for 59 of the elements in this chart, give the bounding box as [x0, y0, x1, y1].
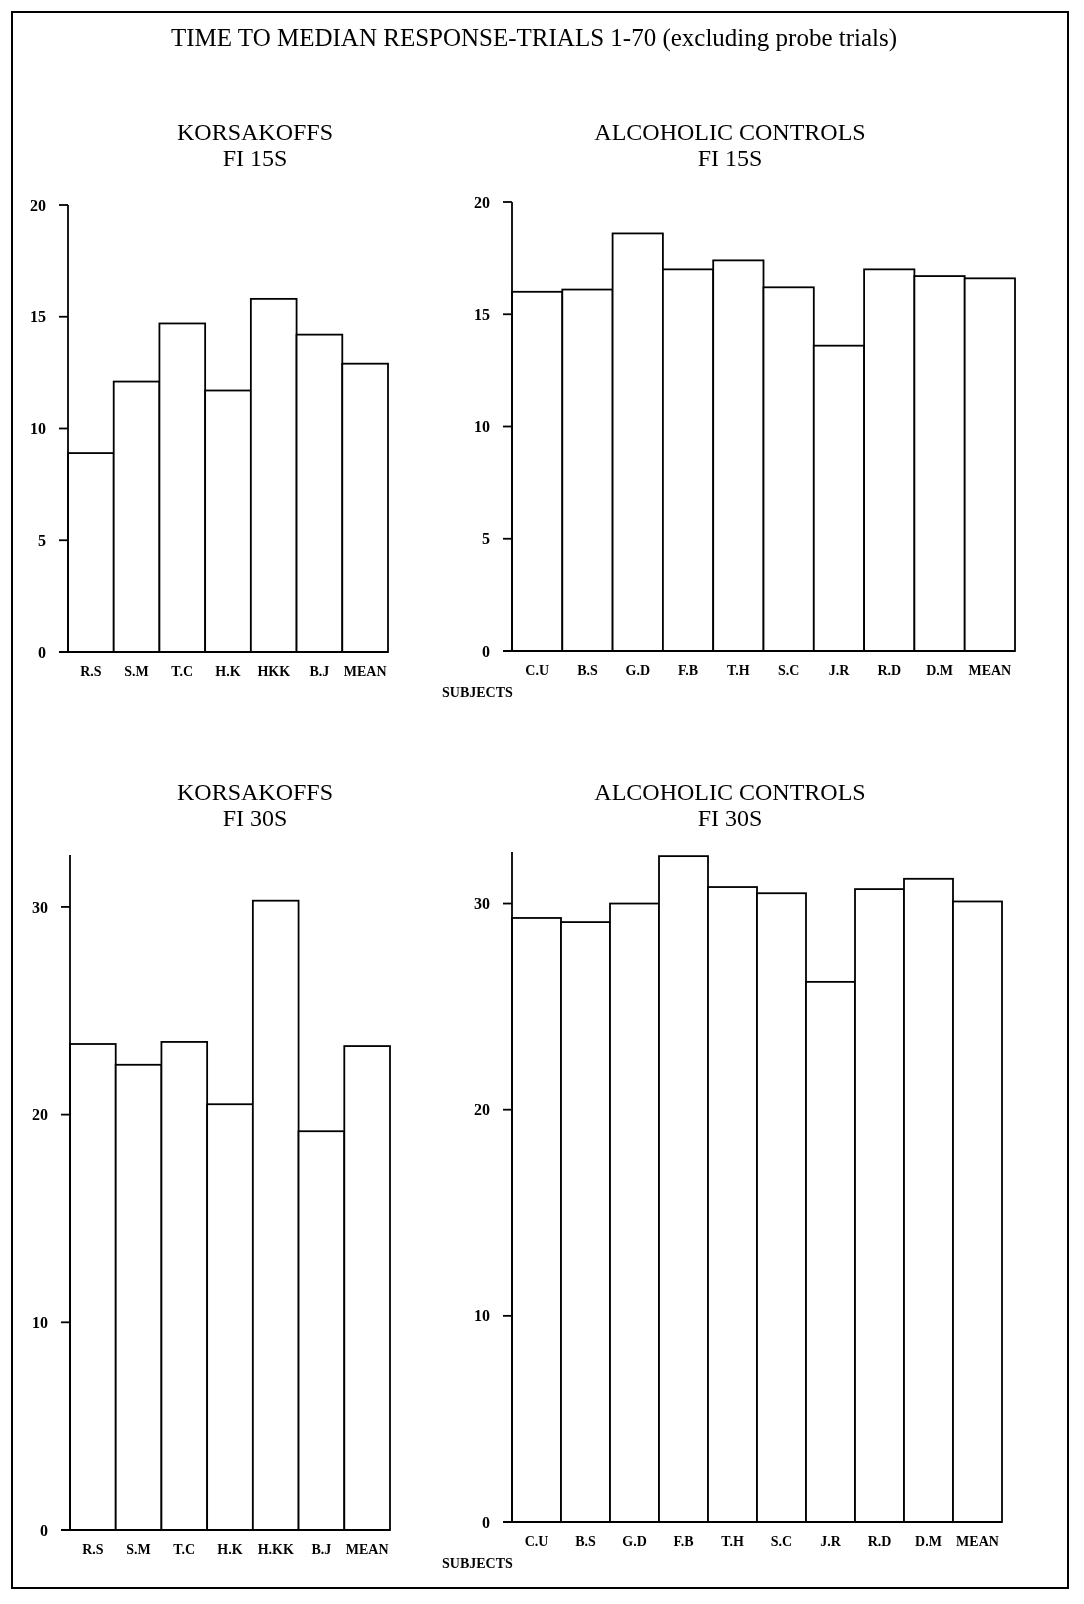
y-tick-label: 20 — [30, 196, 46, 214]
x-tick-label: MEAN — [956, 1534, 999, 1549]
x-tick-label: MEAN — [968, 663, 1012, 678]
x-tick-label: H.K — [215, 664, 241, 679]
y-tick-label: 0 — [38, 643, 46, 661]
y-tick-label: 0 — [482, 1513, 490, 1531]
x-tick-label: C.U — [525, 663, 550, 678]
x-tick-label: F.B — [678, 663, 699, 678]
x-tick-label: B.S — [575, 1534, 597, 1549]
y-tick-label: 10 — [32, 1313, 48, 1331]
x-tick-label: C.U — [524, 1534, 549, 1549]
x-tick-label: S.C — [777, 663, 800, 678]
x-tick-label: H.K — [217, 1542, 243, 1557]
y-tick-label: 20 — [32, 1106, 48, 1124]
x-tick-label: R.D — [867, 1534, 892, 1549]
x-tick-label: R.S — [82, 1542, 104, 1557]
y-tick-label: 5 — [482, 530, 490, 548]
x-tick-label: B.S — [577, 663, 598, 678]
y-tick-label: 30 — [32, 898, 48, 916]
y-tick-label: 10 — [474, 418, 490, 436]
chart-title: KORSAKOFFS FI 30S — [176, 779, 334, 831]
y-tick-label: 30 — [474, 895, 490, 913]
x-tick-label: F.B — [673, 1534, 694, 1549]
x-tick-label: MEAN — [345, 1542, 389, 1557]
y-tick-label: 15 — [474, 305, 490, 323]
x-tick-label: R.D — [877, 663, 902, 678]
x-tick-label: G.D — [622, 1534, 647, 1549]
chart-title: ALCOHOLIC CONTROLS FI 15S — [594, 119, 866, 171]
x-tick-label: S.M — [126, 1542, 151, 1557]
x-tick-label: MEAN — [343, 664, 387, 679]
x-tick-label: G.D — [625, 663, 650, 678]
chart-title: KORSAKOFFS FI 15S — [176, 119, 334, 171]
x-axis-title: SUBJECTS — [442, 1556, 514, 1571]
x-tick-label: J.R — [828, 663, 851, 678]
x-tick-label: HKK — [257, 664, 291, 679]
y-tick-label: 5 — [38, 531, 46, 549]
x-tick-label: B.J — [311, 1542, 332, 1557]
x-tick-label: B.J — [309, 664, 330, 679]
x-tick-label: S.M — [124, 664, 149, 679]
x-axis-title: SUBJECTS — [442, 685, 514, 700]
x-tick-label: T.C — [171, 664, 194, 679]
y-tick-label: 0 — [40, 1521, 48, 1539]
y-tick-label: 0 — [482, 642, 490, 660]
x-tick-label: D.M — [926, 663, 953, 678]
chart-title: ALCOHOLIC CONTROLS FI 30S — [594, 779, 866, 831]
x-tick-label: D.M — [915, 1534, 942, 1549]
y-tick-label: 20 — [474, 193, 490, 211]
x-tick-label: T.H — [727, 663, 750, 678]
x-tick-label: T.H — [721, 1534, 744, 1549]
y-tick-label: 15 — [30, 308, 46, 326]
y-tick-label: 20 — [474, 1101, 490, 1119]
y-tick-label: 10 — [30, 420, 46, 438]
x-tick-label: R.S — [80, 664, 102, 679]
x-tick-label: S.C — [770, 1534, 793, 1549]
y-tick-label: 10 — [474, 1307, 490, 1325]
x-tick-label: J.R — [820, 1534, 842, 1549]
x-tick-label: H.KK — [257, 1542, 294, 1557]
x-tick-label: T.C — [173, 1542, 196, 1557]
text: TIME TO MEDIAN RESPONSE-TRIALS 1-70 (excluding probe trials) — [170, 24, 898, 52]
